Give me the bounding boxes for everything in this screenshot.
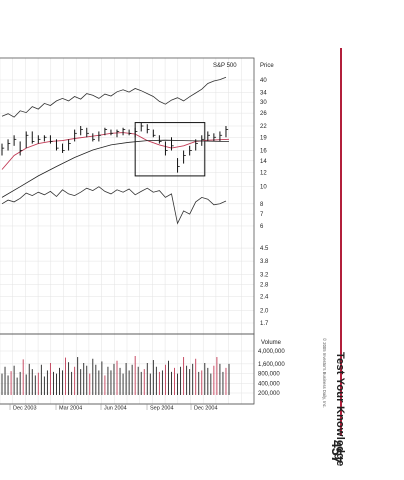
page-number: 457 (329, 440, 345, 464)
price-bar (170, 137, 174, 151)
price-tick-label: 19 (260, 135, 267, 141)
series-line-s-p-500 (1, 76, 227, 118)
price-tick-label: 10 (260, 185, 267, 191)
price-tick-label: 3.2 (260, 272, 269, 278)
volume-tick-label: 400,000 (258, 381, 280, 387)
price-bar (146, 124, 150, 134)
volume-tick-label: 800,000 (258, 372, 280, 378)
price-bar (213, 133, 217, 142)
volume-tick-label: 4,000,000 (258, 349, 285, 355)
tick-labels-layer: 40 34 30 26 22 19 16 14 12 10 8 7 6 4.5 3.8 3.2 2.8 2.4 2.… (0, 78, 285, 412)
price-tick-label: 40 (260, 78, 267, 84)
price-bar (183, 150, 186, 164)
price-tick-label: 3.8 (260, 259, 269, 265)
sidebar-rule (340, 48, 342, 436)
price-axis-label: Price (260, 63, 274, 69)
price-bar (43, 135, 47, 142)
x-axis-label: Mar 2004 (59, 406, 82, 412)
index-label: S&P 500 (213, 63, 237, 69)
series-line-10-week-moving-average (1, 132, 230, 170)
price-bar (37, 135, 41, 144)
price-tick-label: 7 (260, 212, 264, 218)
highlight-box (134, 122, 206, 177)
price-bar (152, 129, 156, 138)
highlight-rect (134, 122, 206, 177)
volume-tick-label: 1,600,000 (258, 362, 285, 368)
price-tick-label: 2.4 (260, 294, 269, 300)
price-tick-label: 16 (260, 149, 267, 155)
x-axis-label: Dec 2003 (13, 406, 37, 412)
price-bar (207, 131, 211, 142)
series-line-relative-strength (1, 186, 227, 225)
price-bar (80, 125, 83, 136)
price-bar (19, 141, 23, 156)
price-tick-label: 6 (260, 224, 264, 230)
price-tick-label: 2.8 (260, 283, 269, 289)
price-bar (13, 135, 17, 146)
price-bar (219, 131, 223, 142)
price-bars-layer (1, 122, 229, 173)
price-bar (49, 135, 53, 144)
price-bar (55, 139, 59, 151)
price-bar (92, 133, 95, 142)
price-bar (158, 135, 162, 144)
price-bar (7, 139, 11, 151)
price-bar (1, 143, 5, 156)
price-tick-label: 14 (260, 159, 267, 165)
price-bar (195, 139, 198, 151)
price-bar (122, 127, 126, 136)
price-bar (201, 135, 204, 146)
x-axis-label: Sep 2004 (150, 406, 174, 412)
x-axis-label: Jun 2004 (104, 406, 127, 412)
volume-bars-layer (1, 356, 230, 395)
price-tick-label: 8 (260, 202, 264, 208)
volume-axis-label: Volume (261, 340, 282, 346)
price-bar (110, 129, 114, 136)
price-bar (134, 127, 138, 138)
price-tick-label: 30 (260, 100, 267, 106)
price-tick-label: 34 (260, 91, 267, 97)
price-tick-label: 4.5 (260, 246, 269, 252)
chart-grid (0, 58, 255, 404)
price-bar (98, 131, 102, 142)
x-axis-label: Dec 2004 (194, 406, 218, 412)
price-bar (25, 131, 29, 149)
price-tick-label: 26 (260, 111, 267, 117)
price-bar (140, 122, 144, 132)
volume-tick-label: 200,000 (258, 391, 280, 397)
price-tick-label: 2.0 (260, 308, 269, 314)
price-bar (74, 129, 77, 142)
series-line-40-week-moving-average (1, 139, 229, 198)
price-tick-label: 12 (260, 171, 267, 177)
price-bar (128, 129, 132, 136)
price-tick-label: 22 (260, 124, 267, 130)
price-bar (62, 143, 65, 153)
price-tick-label: 1.7 (260, 321, 269, 327)
price-bar (31, 131, 35, 144)
price-bar (225, 125, 229, 138)
copyright-note: © 2005 Investor's Business Daily, Inc. (322, 338, 327, 408)
price-bar (189, 145, 192, 156)
price-bar (177, 158, 180, 173)
price-bar (68, 139, 71, 151)
price-bar (116, 129, 120, 138)
price-bar (164, 141, 168, 156)
price-bar (86, 127, 89, 138)
price-bar (104, 127, 108, 136)
